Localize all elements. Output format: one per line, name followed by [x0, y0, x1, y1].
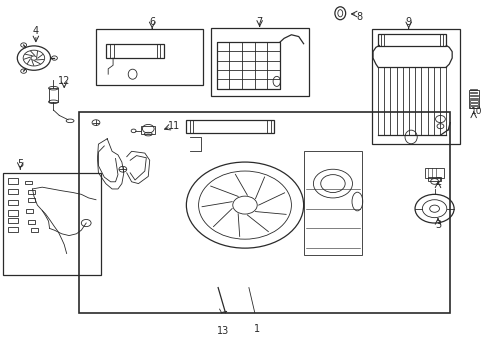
- Bar: [110, 44, 160, 58]
- Bar: [470, 106, 479, 108]
- Bar: [425, 168, 444, 178]
- Bar: [142, 126, 155, 134]
- Bar: [31, 228, 38, 232]
- Bar: [25, 181, 32, 184]
- Text: 1: 1: [254, 324, 260, 334]
- Bar: [8, 189, 18, 194]
- Bar: [8, 178, 18, 184]
- Bar: [211, 28, 309, 96]
- Bar: [26, 210, 33, 213]
- Bar: [304, 151, 362, 255]
- Bar: [96, 30, 203, 85]
- Bar: [470, 103, 478, 105]
- Bar: [217, 42, 280, 89]
- Bar: [8, 211, 18, 216]
- Text: 4: 4: [33, 26, 39, 36]
- Text: 9: 9: [406, 17, 412, 27]
- Bar: [381, 34, 443, 45]
- Bar: [470, 98, 478, 99]
- Bar: [49, 88, 58, 102]
- Text: 6: 6: [149, 17, 155, 27]
- Bar: [8, 218, 18, 223]
- Bar: [193, 120, 268, 134]
- Bar: [27, 198, 35, 202]
- Text: 11: 11: [168, 121, 180, 131]
- Bar: [27, 220, 35, 224]
- Text: 3: 3: [435, 220, 441, 230]
- Text: 5: 5: [17, 159, 24, 169]
- Bar: [469, 90, 479, 108]
- Bar: [190, 120, 271, 134]
- Bar: [3, 173, 101, 275]
- Text: 10: 10: [471, 107, 483, 116]
- Bar: [470, 95, 478, 96]
- Bar: [106, 44, 164, 58]
- Text: 12: 12: [58, 76, 71, 86]
- Bar: [428, 177, 441, 181]
- Bar: [470, 100, 478, 102]
- Bar: [378, 34, 446, 45]
- Bar: [372, 30, 460, 144]
- Bar: [8, 226, 18, 232]
- Bar: [470, 89, 477, 90]
- Bar: [8, 200, 18, 205]
- Bar: [384, 34, 441, 45]
- Text: 7: 7: [257, 17, 263, 27]
- Bar: [470, 92, 477, 93]
- Bar: [186, 120, 274, 134]
- Text: 2: 2: [435, 177, 441, 187]
- Text: 13: 13: [217, 325, 229, 336]
- Bar: [79, 112, 450, 313]
- Bar: [114, 44, 157, 58]
- Text: 8: 8: [357, 12, 363, 22]
- Bar: [27, 190, 35, 194]
